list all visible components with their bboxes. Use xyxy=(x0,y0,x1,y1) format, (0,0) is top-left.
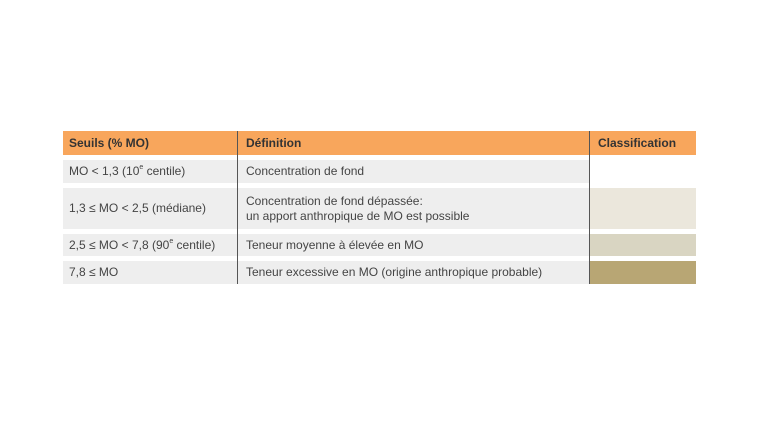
definition-cell: Concentration de fond xyxy=(237,160,589,183)
definition-cell: Teneur excessive en MO (origine anthropi… xyxy=(237,261,589,284)
header-definition: Définition xyxy=(237,131,589,155)
classification-table: Seuils (% MO) Définition Classification … xyxy=(63,131,696,284)
table-row: 1,3 ≤ MO < 2,5 (médiane) Concentration d… xyxy=(63,188,696,229)
threshold-cell: 1,3 ≤ MO < 2,5 (médiane) xyxy=(63,188,237,229)
header-classification: Classification xyxy=(589,131,696,155)
table-header: Seuils (% MO) Définition Classification xyxy=(63,131,696,155)
classification-swatch xyxy=(589,261,696,284)
table-row: 7,8 ≤ MO Teneur excessive en MO (origine… xyxy=(63,261,696,284)
definition-cell: Teneur moyenne à élevée en MO xyxy=(237,234,589,256)
threshold-cell: 2,5 ≤ MO < 7,8 (90e centile) xyxy=(63,234,237,256)
classification-swatch xyxy=(589,160,696,183)
table-row: MO < 1,3 (10e centile) Concentration de … xyxy=(63,160,696,183)
table-row: 2,5 ≤ MO < 7,8 (90e centile) Teneur moye… xyxy=(63,234,696,256)
classification-swatch xyxy=(589,188,696,229)
header-thresholds: Seuils (% MO) xyxy=(69,135,150,150)
definition-cell: Concentration de fond dépassée: un appor… xyxy=(237,188,589,229)
threshold-cell: 7,8 ≤ MO xyxy=(63,261,237,284)
classification-swatch xyxy=(589,234,696,256)
threshold-cell: MO < 1,3 (10e centile) xyxy=(63,160,237,183)
